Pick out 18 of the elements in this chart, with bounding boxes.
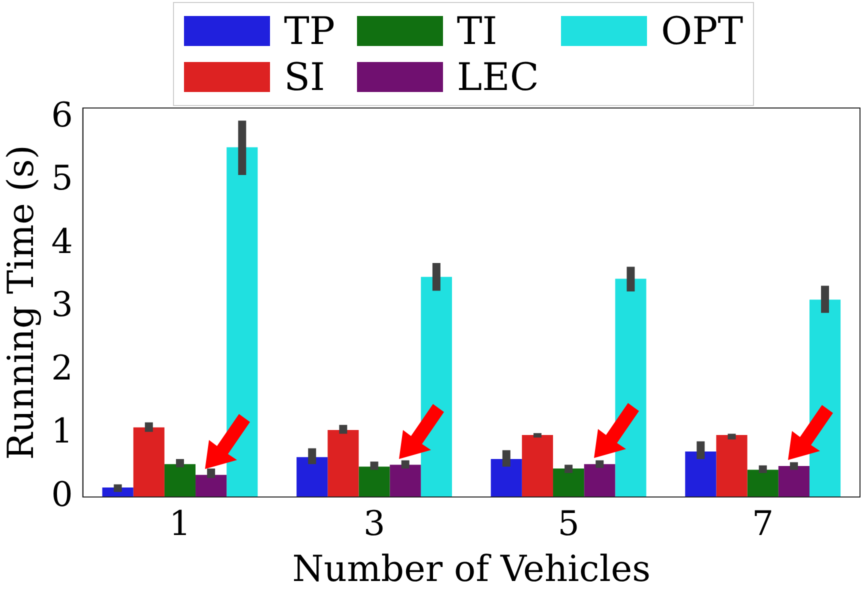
y-tick-label: 5 bbox=[51, 158, 73, 199]
x-axis-title: Number of Vehicles bbox=[292, 548, 651, 590]
y-tick-label: 4 bbox=[51, 222, 73, 262]
legend-label: TI bbox=[456, 9, 498, 53]
x-tick-label: 1 bbox=[169, 504, 191, 544]
y-tick-label: 0 bbox=[51, 474, 73, 515]
y-tick-label: 1 bbox=[51, 412, 73, 452]
legend-label: TP bbox=[284, 9, 335, 53]
x-tick-label: 5 bbox=[558, 504, 580, 544]
y-tick-label: 2 bbox=[51, 348, 73, 388]
legend-label: LEC bbox=[456, 55, 539, 99]
x-tick-label: 3 bbox=[363, 504, 386, 544]
legend-label: OPT bbox=[660, 9, 744, 53]
x-tick-label: 7 bbox=[752, 504, 774, 544]
y-axis-title: Running Time (s) bbox=[0, 145, 42, 460]
legend-label: SI bbox=[284, 55, 326, 99]
y-tick-label: 6 bbox=[51, 95, 73, 136]
y-tick-label: 3 bbox=[51, 285, 73, 326]
